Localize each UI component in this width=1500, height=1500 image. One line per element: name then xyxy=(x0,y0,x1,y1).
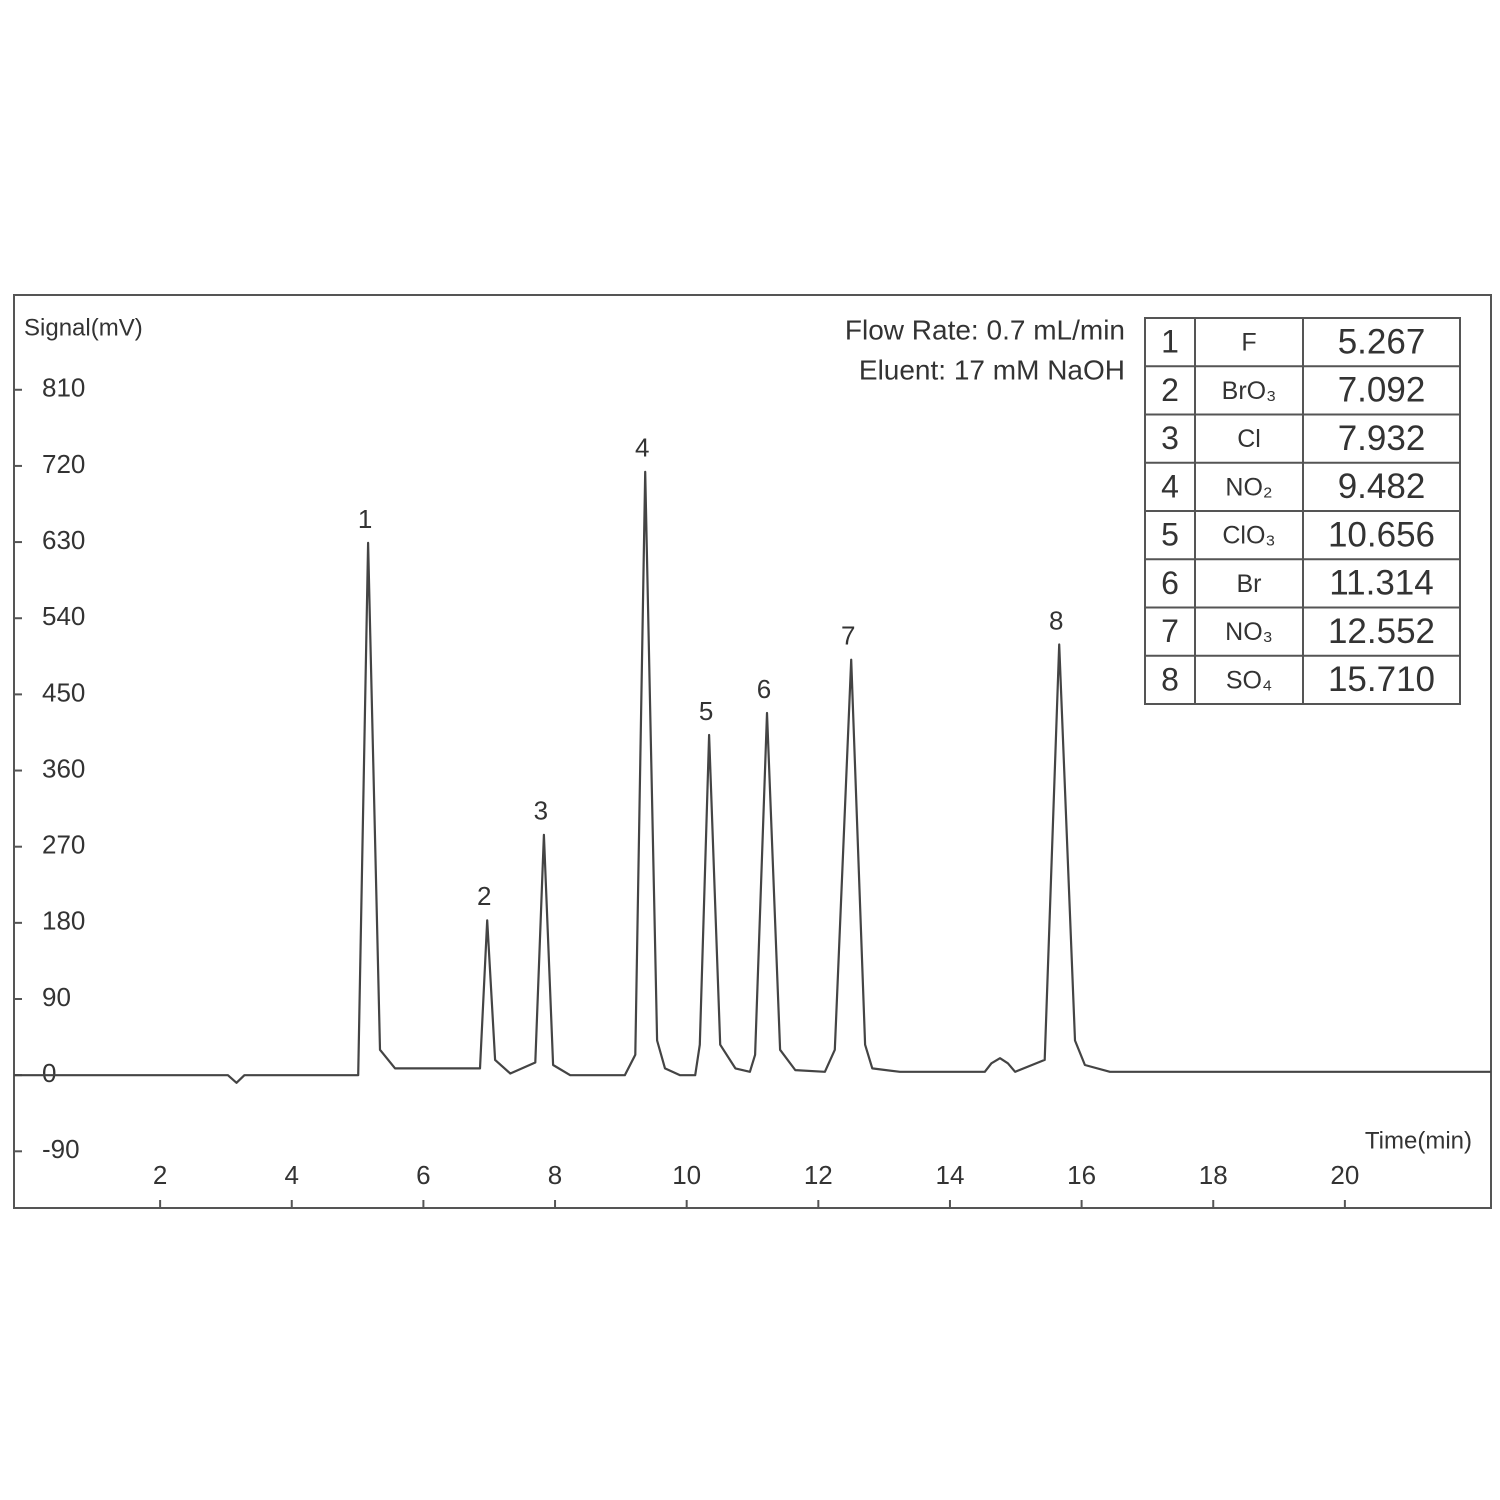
peak-label: 1 xyxy=(358,504,372,534)
retention-time: 10.656 xyxy=(1328,515,1435,554)
ion-name: NO₂ xyxy=(1225,473,1272,501)
x-tick-label: 16 xyxy=(1067,1160,1096,1190)
x-tick-label: 8 xyxy=(548,1160,562,1190)
x-tick-label: 12 xyxy=(804,1160,833,1190)
peak-number: 1 xyxy=(1161,324,1179,360)
plot-frame xyxy=(13,294,1492,1209)
annotation: Flow Rate: 0.7 mL/min xyxy=(845,314,1125,345)
x-tick-label: 20 xyxy=(1330,1160,1359,1190)
signal-line xyxy=(14,470,1491,1084)
x-tick-label: 4 xyxy=(285,1160,299,1190)
ion-name: SO₄ xyxy=(1226,666,1272,694)
ion-name: ClO₃ xyxy=(1222,522,1275,550)
peak-label: 5 xyxy=(699,696,713,726)
y-axis-label: Signal(mV) xyxy=(24,314,143,341)
y-tick-label: 0 xyxy=(42,1058,56,1088)
peak-number: 2 xyxy=(1161,372,1179,408)
y-tick-label: 90 xyxy=(42,982,71,1012)
y-tick-label: 360 xyxy=(42,753,85,783)
y-tick-label: 180 xyxy=(42,906,85,936)
peak-number: 3 xyxy=(1161,420,1179,456)
retention-time: 12.552 xyxy=(1328,612,1435,651)
x-tick-label: 10 xyxy=(672,1160,701,1190)
ion-name: Cl xyxy=(1237,425,1261,453)
x-tick-label: 18 xyxy=(1199,1160,1228,1190)
peak-number: 6 xyxy=(1161,565,1179,601)
x-tick-label: 14 xyxy=(935,1160,964,1190)
x-axis-label: Time(min) xyxy=(1365,1127,1472,1154)
y-tick-label: 810 xyxy=(42,373,85,403)
y-tick-label: 720 xyxy=(42,449,85,479)
x-tick-label: 2 xyxy=(153,1160,167,1190)
ion-name: F xyxy=(1241,329,1256,357)
retention-time: 9.482 xyxy=(1338,467,1426,506)
y-tick-label: 630 xyxy=(42,525,85,555)
ion-name: BrO₃ xyxy=(1222,377,1277,405)
y-tick-label: 270 xyxy=(42,830,85,860)
peak-label: 3 xyxy=(534,796,548,826)
ion-name: NO₃ xyxy=(1225,618,1273,646)
annotation: Eluent: 17 mM NaOH xyxy=(859,354,1125,385)
ion-name: Br xyxy=(1237,570,1262,598)
peak-number: 8 xyxy=(1161,661,1179,697)
peak-label: 2 xyxy=(477,881,491,911)
peak-number: 4 xyxy=(1161,468,1179,504)
retention-time: 7.932 xyxy=(1338,419,1426,458)
x-tick-label: 6 xyxy=(416,1160,430,1190)
y-tick-label: 540 xyxy=(42,601,85,631)
retention-time: 5.267 xyxy=(1338,322,1426,361)
peak-number: 7 xyxy=(1161,613,1179,649)
retention-time: 11.314 xyxy=(1329,564,1433,603)
y-tick-label: 450 xyxy=(42,677,85,707)
y-tick-label: -90 xyxy=(42,1134,80,1164)
retention-time: 7.092 xyxy=(1338,371,1426,410)
peak-label: 8 xyxy=(1049,605,1063,635)
peak-label: 7 xyxy=(841,621,855,651)
retention-time: 15.710 xyxy=(1328,660,1435,699)
peak-number: 5 xyxy=(1161,517,1179,553)
peak-label: 6 xyxy=(757,674,771,704)
peak-label: 4 xyxy=(635,433,649,463)
